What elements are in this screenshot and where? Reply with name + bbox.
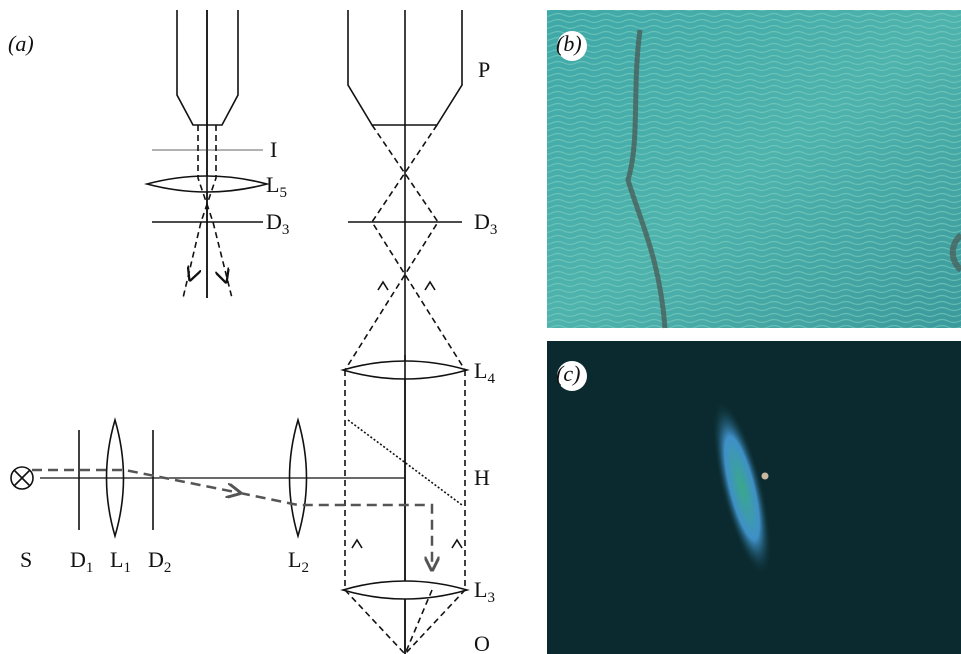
diagram-label: P [478, 57, 490, 82]
panel-label: (c) [556, 361, 580, 386]
diagram-label: D3 [266, 209, 289, 238]
ray-arrow [425, 282, 435, 290]
diagram-label: H [474, 465, 490, 490]
illumination-beam [32, 470, 240, 493]
label-base: S [20, 547, 32, 572]
label-base: H [474, 465, 490, 490]
diagram-label: L4 [474, 358, 495, 387]
label-subscript: 3 [282, 222, 290, 238]
diagram-label: L1 [110, 547, 131, 576]
label-base: D [148, 547, 164, 572]
ray-arrow [452, 540, 462, 548]
figure: PIL5D3D3L4HL3OSD1L1D2L2(a)(b)(c) [0, 0, 961, 654]
panel-label: (b) [556, 31, 582, 56]
label-base: L [266, 172, 279, 197]
label-base: L [110, 547, 123, 572]
label-subscript: 3 [490, 222, 498, 238]
ray [198, 125, 232, 298]
ray [183, 125, 216, 298]
photo-b-texture [547, 10, 961, 328]
label-base: I [270, 137, 277, 162]
ray [372, 125, 465, 370]
ray [345, 125, 438, 370]
ray-arrow [183, 286, 186, 298]
panel-label: (a) [8, 31, 34, 56]
label-subscript: 1 [123, 560, 131, 576]
label-base: L [474, 577, 487, 602]
particle-dot [762, 473, 769, 480]
label-base: L [288, 547, 301, 572]
diagram-label: L3 [474, 577, 495, 606]
label-subscript: 2 [164, 560, 172, 576]
label-base: D [474, 209, 490, 234]
lens [343, 581, 467, 599]
label-subscript: 4 [487, 371, 495, 387]
ray-arrow [352, 540, 362, 548]
ray-arrow [378, 282, 388, 290]
label-base: P [478, 57, 490, 82]
illumination-beam [240, 493, 432, 570]
label-subscript: 1 [86, 560, 94, 576]
label-base: D [266, 209, 282, 234]
label-base: O [474, 631, 490, 654]
diagram-label: O [474, 631, 490, 654]
label-base: D [70, 547, 86, 572]
diagram-label: D1 [70, 547, 93, 576]
label-base: L [474, 358, 487, 383]
diagram-label: D3 [474, 209, 497, 238]
label-subscript: 2 [301, 560, 309, 576]
diagram-label: I [270, 137, 277, 162]
diagram-label: L5 [266, 172, 287, 201]
diagram-label: D2 [148, 547, 171, 576]
diagram-label: S [20, 547, 32, 572]
label-subscript: 5 [279, 185, 287, 201]
diagram-label: L2 [288, 547, 309, 576]
label-subscript: 3 [487, 590, 495, 606]
